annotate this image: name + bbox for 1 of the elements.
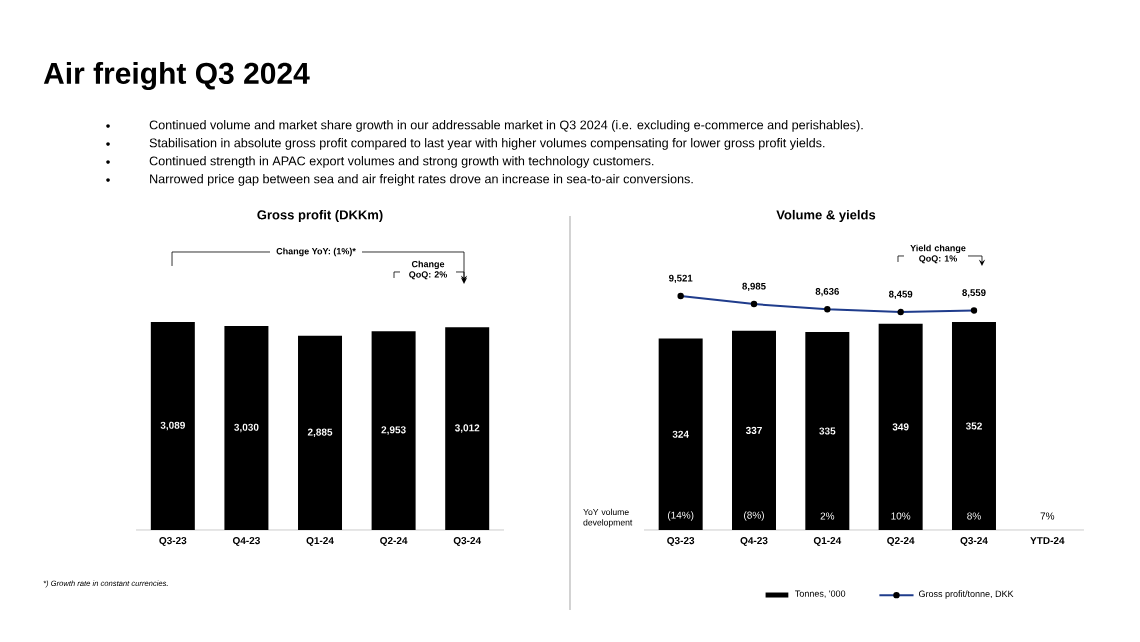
text: Air freight Q3 2024	[43, 61, 310, 91]
